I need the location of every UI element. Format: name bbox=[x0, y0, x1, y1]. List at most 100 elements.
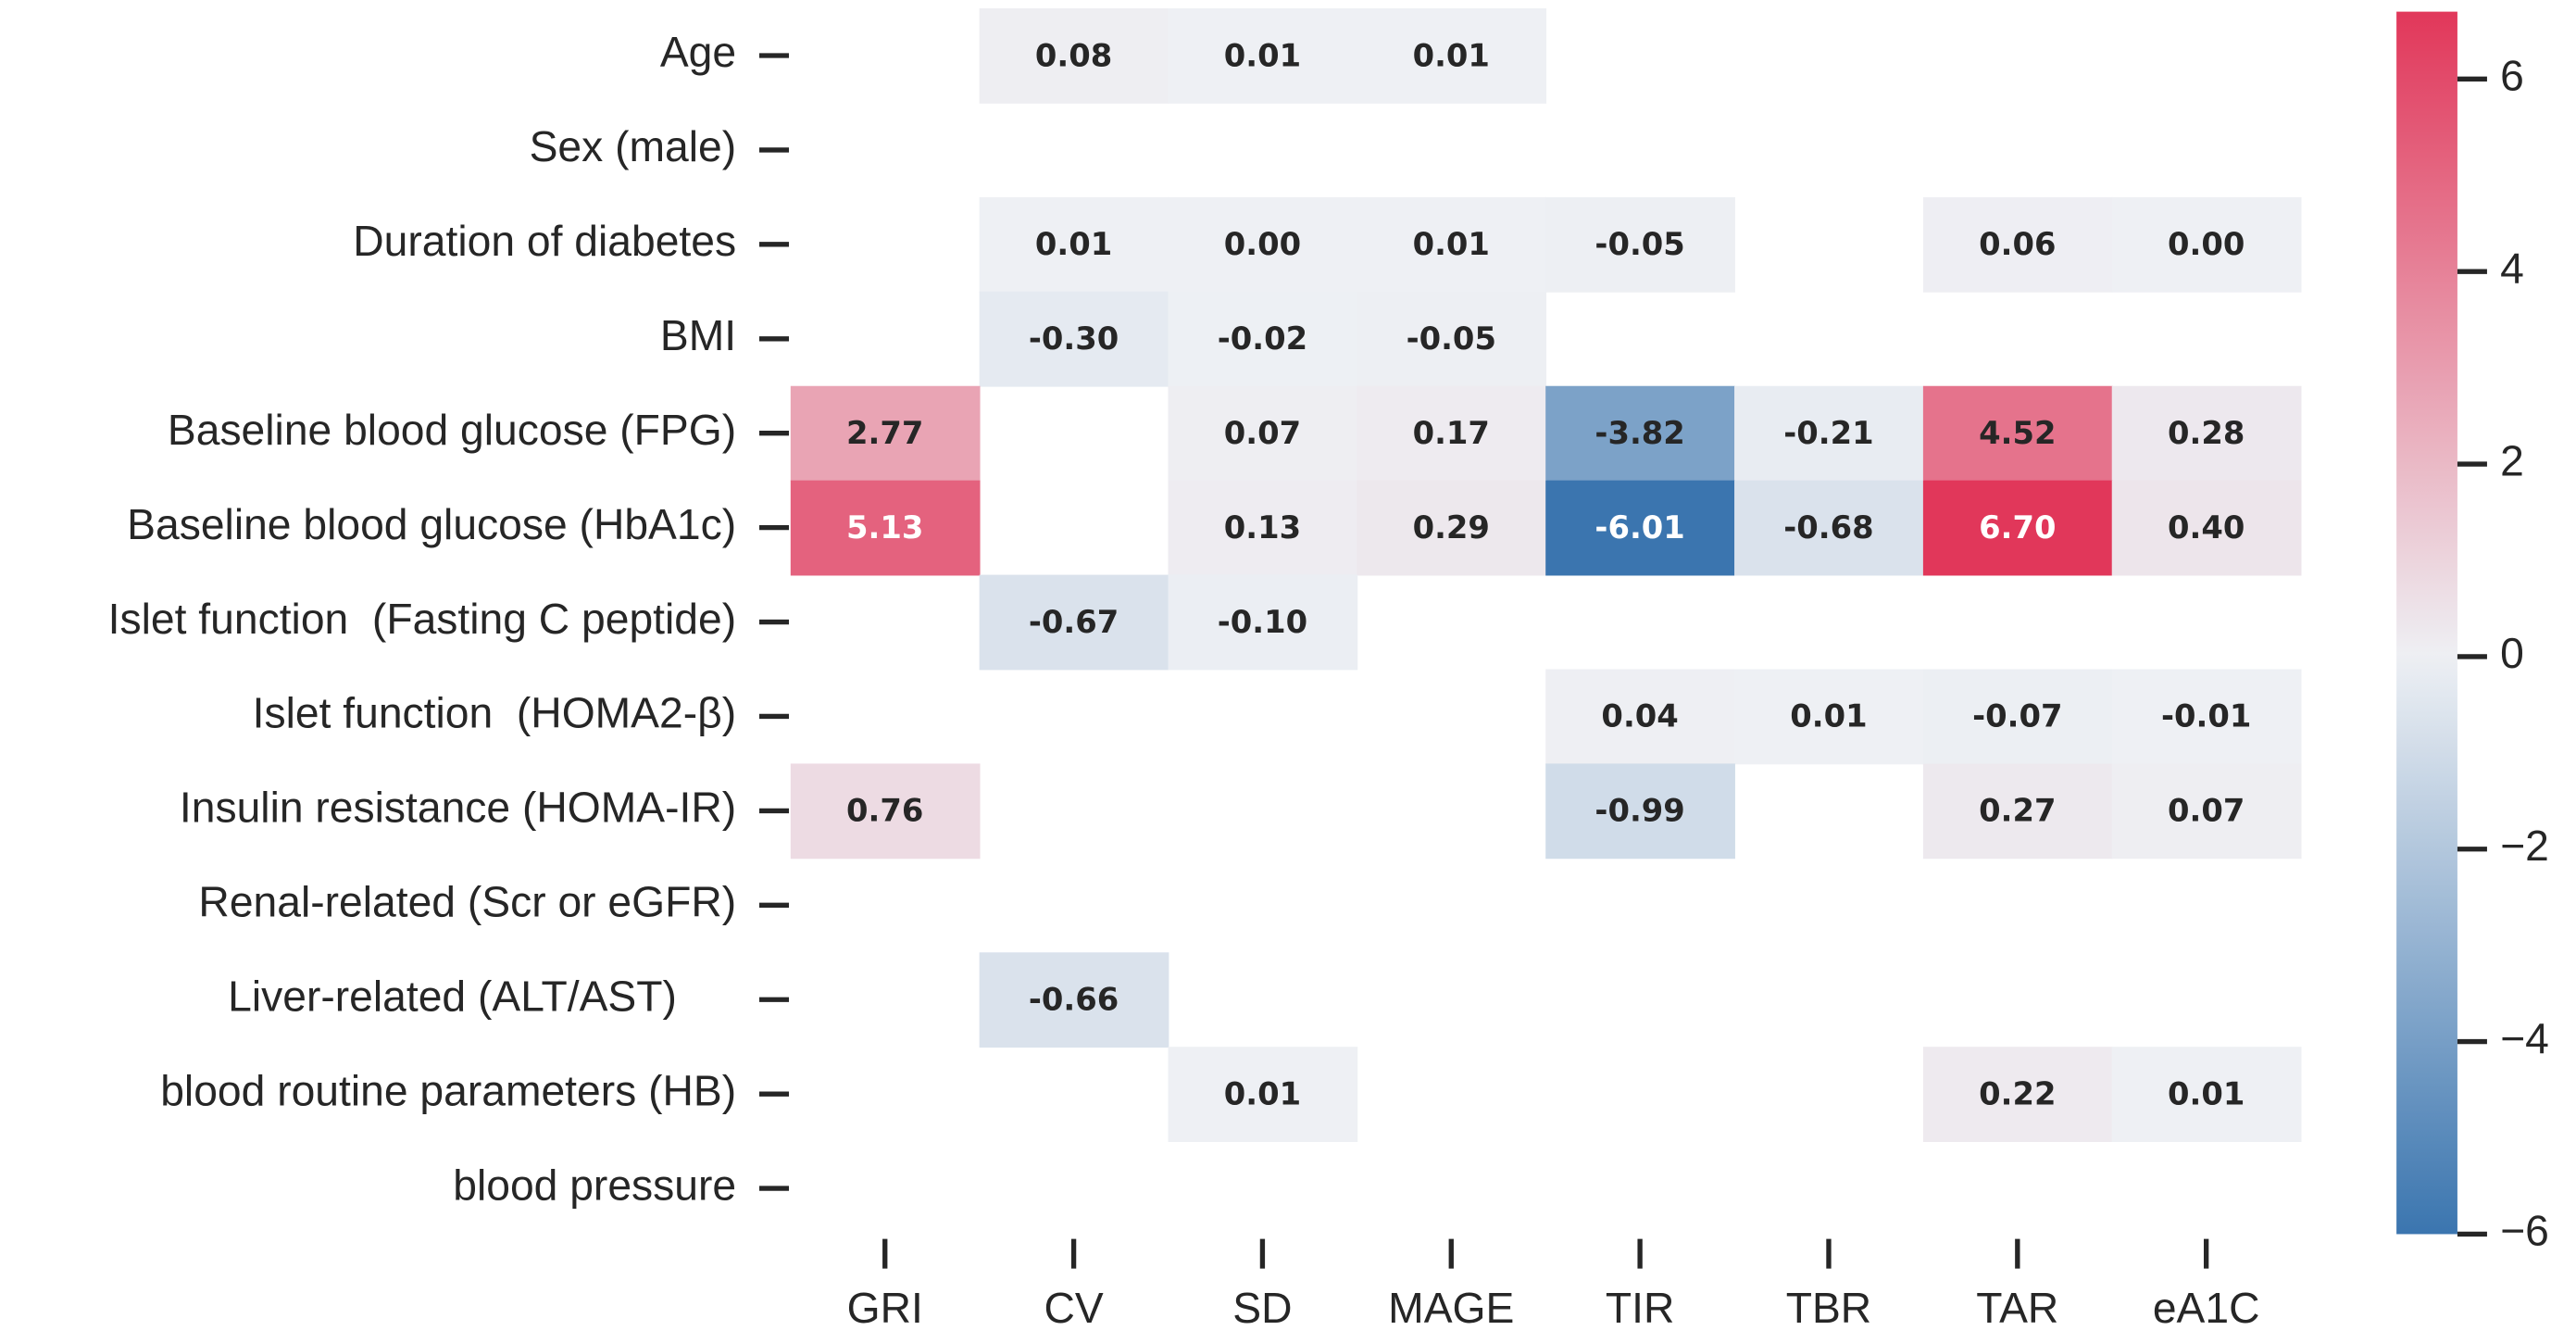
colorbar-tick-label: −2 bbox=[2500, 822, 2549, 870]
heat-cell bbox=[1545, 763, 1735, 860]
cell-label: 0.28 bbox=[2168, 415, 2245, 451]
heat-cell bbox=[1922, 480, 2113, 576]
cell-label: 0.01 bbox=[1035, 226, 1112, 262]
colorbar-tick-label: 0 bbox=[2500, 629, 2524, 677]
heat-cell bbox=[1357, 291, 1547, 387]
heat-cell bbox=[2111, 385, 2302, 482]
cell-label: 0.40 bbox=[2168, 509, 2245, 546]
cell-label: 0.04 bbox=[1601, 698, 1678, 734]
heat-cell bbox=[1922, 385, 2113, 482]
cell-label: 0.17 bbox=[1413, 415, 1490, 451]
cell-label: -0.02 bbox=[1218, 320, 1307, 357]
cell-label: 0.07 bbox=[1224, 415, 1301, 451]
cell-label: -0.05 bbox=[1594, 226, 1684, 262]
row-label: blood pressure bbox=[453, 1161, 736, 1209]
heat-cell bbox=[790, 480, 981, 576]
heat-cell bbox=[1357, 385, 1547, 482]
cell-label: 2.77 bbox=[846, 415, 923, 451]
cell-label: -0.68 bbox=[1783, 509, 1873, 546]
col-label: eA1C bbox=[2153, 1284, 2260, 1332]
cell-label: 0.01 bbox=[1224, 1075, 1301, 1111]
col-label: SD bbox=[1232, 1284, 1292, 1332]
heat-cell bbox=[1357, 196, 1547, 293]
heat-cell bbox=[2111, 480, 2302, 576]
col-label: MAGE bbox=[1388, 1284, 1514, 1332]
cell-label: -6.01 bbox=[1594, 509, 1684, 546]
cell-label: 0.01 bbox=[1413, 37, 1490, 73]
row-label: blood routine parameters (HB) bbox=[160, 1066, 736, 1114]
heat-cell bbox=[790, 763, 981, 860]
heat-cell bbox=[1545, 480, 1735, 576]
heat-cell bbox=[1168, 196, 1358, 293]
row-label: Liver-related (ALT/AST) bbox=[228, 972, 736, 1020]
colorbar-tick-label: 4 bbox=[2500, 244, 2524, 292]
cell-label: -0.99 bbox=[1594, 793, 1684, 829]
cell-label: -0.07 bbox=[1972, 698, 2062, 734]
col-label: GRI bbox=[847, 1284, 923, 1332]
heat-cell bbox=[2111, 196, 2302, 293]
cell-label: 0.22 bbox=[1979, 1075, 2056, 1111]
cell-label: -0.30 bbox=[1029, 320, 1119, 357]
row-label: Duration of diabetes bbox=[353, 217, 736, 265]
heat-cell bbox=[1168, 574, 1358, 671]
cell-label: 0.06 bbox=[1979, 226, 2056, 262]
cell-label: -3.82 bbox=[1594, 415, 1684, 451]
row-label: Insulin resistance (HOMA-IR) bbox=[180, 784, 736, 832]
heat-cell bbox=[790, 385, 981, 482]
heat-cell bbox=[979, 952, 1169, 1048]
heat-cell bbox=[2111, 669, 2302, 765]
row-label: Renal-related (Scr or eGFR) bbox=[198, 878, 736, 926]
heat-cell bbox=[979, 291, 1169, 387]
heat-cell bbox=[1922, 763, 2113, 860]
cell-label: 0.76 bbox=[846, 793, 923, 829]
heat-cell bbox=[1357, 480, 1547, 576]
heat-cell bbox=[2111, 763, 2302, 860]
cell-label: 0.00 bbox=[1224, 226, 1301, 262]
heat-cell bbox=[1168, 1047, 1358, 1143]
row-label: Age bbox=[660, 28, 736, 76]
cell-label: 5.13 bbox=[846, 509, 923, 546]
cell-label: 0.01 bbox=[1413, 226, 1490, 262]
cell-label: 0.00 bbox=[2168, 226, 2245, 262]
heat-cell bbox=[1357, 8, 1547, 104]
colorbar-tick-label: −4 bbox=[2500, 1014, 2549, 1062]
cell-label: 0.13 bbox=[1224, 509, 1301, 546]
heat-cell bbox=[1168, 291, 1358, 387]
cell-label: 0.01 bbox=[1224, 37, 1301, 73]
cell-label: 0.01 bbox=[2168, 1075, 2245, 1111]
cell-label: -0.01 bbox=[2161, 698, 2251, 734]
col-label: TBR bbox=[1786, 1284, 1871, 1332]
row-label: BMI bbox=[660, 311, 736, 359]
cell-label: -0.10 bbox=[1218, 604, 1307, 640]
heat-cell bbox=[1734, 385, 1924, 482]
cell-label: -0.66 bbox=[1029, 982, 1119, 1018]
cell-label: -0.21 bbox=[1783, 415, 1873, 451]
heat-cell bbox=[1734, 669, 1924, 765]
cell-label: 0.08 bbox=[1035, 37, 1112, 73]
heat-cell bbox=[1922, 196, 2113, 293]
heat-cell bbox=[1168, 480, 1358, 576]
heat-cell bbox=[1168, 385, 1358, 482]
row-label: Islet function (HOMA2-β) bbox=[253, 689, 736, 737]
cell-label: 0.01 bbox=[1790, 698, 1867, 734]
heat-cell bbox=[1545, 385, 1735, 482]
row-label: Baseline blood glucose (FPG) bbox=[168, 406, 736, 454]
heat-cell bbox=[1734, 480, 1924, 576]
heat-cell bbox=[1545, 196, 1735, 293]
col-label: CV bbox=[1044, 1284, 1103, 1332]
row-label: Baseline blood glucose (HbA1c) bbox=[127, 500, 736, 548]
heat-cell bbox=[1922, 669, 2113, 765]
heat-cell bbox=[979, 8, 1169, 104]
colorbar-tick-label: −6 bbox=[2500, 1207, 2549, 1255]
heat-cell bbox=[979, 196, 1169, 293]
row-label: Islet function (Fasting C peptide) bbox=[108, 595, 736, 643]
cell-label: 6.70 bbox=[1979, 509, 2056, 546]
colorbar-tick-label: 6 bbox=[2500, 52, 2524, 100]
cell-label: 0.27 bbox=[1979, 793, 2056, 829]
heat-cell bbox=[1545, 669, 1735, 765]
heat-cell bbox=[1168, 8, 1358, 104]
row-label: Sex (male) bbox=[530, 122, 737, 170]
cell-label: 0.07 bbox=[2168, 793, 2245, 829]
col-label: TAR bbox=[1976, 1284, 2058, 1332]
